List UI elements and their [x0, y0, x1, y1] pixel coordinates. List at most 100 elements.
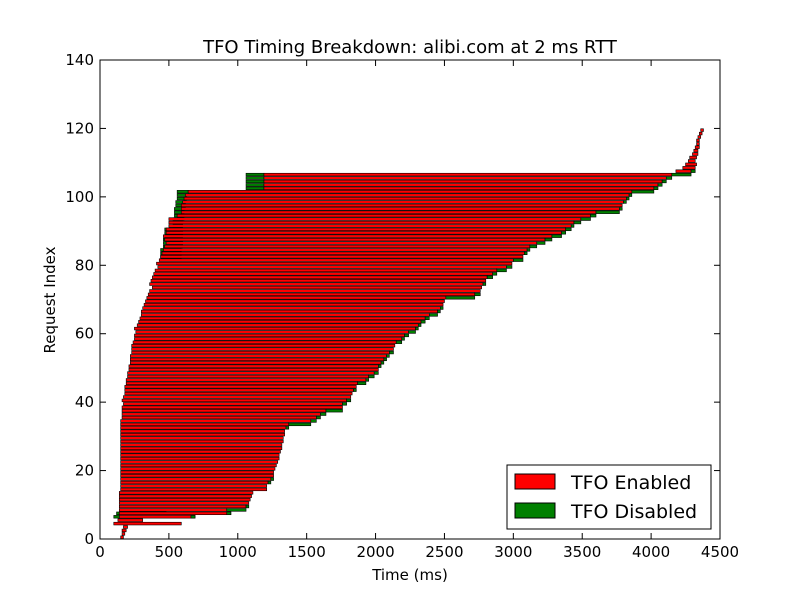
bar-tfo-disabled — [595, 210, 620, 214]
legend-label-tfo-disabled: TFO Disabled — [570, 501, 697, 523]
y-axis-label: Request Index — [41, 246, 59, 353]
y-tick-label: 0 — [84, 530, 94, 548]
bar-tfo-enabled — [118, 497, 251, 502]
x-tick-label: 500 — [155, 543, 184, 561]
bar-tfo-disabled — [440, 306, 444, 310]
x-axis: 0 500 1000 1500 2000 2500 3000 3500 4000 4500 — [95, 60, 739, 561]
bar-tfo-disabled — [417, 323, 422, 327]
bar-tfo-enabled — [164, 237, 546, 242]
bar-tfo-enabled — [165, 231, 562, 235]
bar-tfo-enabled — [120, 436, 284, 440]
bar-tfo-disabled — [245, 176, 265, 180]
bar-tfo-enabled — [700, 128, 704, 132]
bar-tfo-enabled — [120, 480, 269, 485]
y-tick-label: 20 — [75, 462, 94, 480]
bar-tfo-enabled — [134, 326, 416, 331]
x-tick-label: 0 — [95, 543, 105, 561]
bar-tfo-disabled — [316, 415, 321, 420]
bar-tfo-enabled — [164, 244, 531, 249]
y-tick-label: 100 — [65, 188, 94, 206]
bar-tfo-disabled — [353, 388, 357, 392]
bar-tfo-enabled — [263, 183, 659, 187]
bar-tfo-enabled — [124, 388, 354, 392]
bar-tfo-enabled — [180, 210, 597, 214]
bar-tfo-enabled — [123, 402, 343, 406]
bar-tfo-disabled — [661, 179, 667, 184]
bar-tfo-enabled — [120, 460, 279, 464]
bar-tfo-enabled — [136, 323, 419, 327]
x-tick-label: 4500 — [701, 543, 739, 561]
bar-tfo-disabled — [113, 515, 120, 519]
bar-tfo-enabled — [120, 432, 285, 437]
bar-tfo-enabled — [187, 190, 633, 194]
bar-tfo-disabled — [653, 186, 659, 190]
bar-tfo-enabled — [149, 282, 484, 286]
bar-tfo-enabled — [152, 275, 488, 279]
bar-tfo-enabled — [118, 511, 232, 516]
bar-tfo-disabled — [357, 381, 367, 385]
bar-tfo-enabled — [163, 248, 528, 252]
bar-tfo-disabled — [570, 224, 575, 228]
plot-area — [99, 59, 721, 540]
bar-tfo-disabled — [536, 241, 546, 245]
bar-tfo-enabled — [161, 251, 525, 255]
bar-tfo-enabled — [118, 504, 247, 509]
bar-tfo-enabled — [263, 179, 663, 184]
bar-tfo-enabled — [142, 306, 441, 310]
bars-layer — [113, 128, 704, 539]
bar-tfo-disabled — [190, 515, 196, 519]
bar-tfo-disabled — [526, 248, 531, 252]
bar-tfo-enabled — [130, 361, 382, 365]
bar-tfo-enabled — [165, 241, 538, 245]
bar-tfo-enabled — [694, 145, 700, 149]
bar-tfo-disabled — [474, 292, 481, 297]
bar-tfo-disabled — [551, 234, 562, 238]
x-tick-label: 3500 — [563, 543, 601, 561]
bar-tfo-enabled — [118, 515, 196, 519]
bar-tfo-disabled — [506, 265, 513, 269]
bar-tfo-enabled — [165, 227, 566, 232]
bar-tfo-enabled — [124, 385, 357, 389]
bar-tfo-enabled — [120, 474, 274, 478]
bar-tfo-enabled — [123, 395, 352, 399]
bar-tfo-enabled — [693, 148, 699, 153]
chart-title: TFO Timing Breakdown: alibi.com at 2 ms … — [202, 37, 618, 58]
bar-tfo-enabled — [675, 169, 692, 173]
bar-tfo-enabled — [125, 381, 358, 385]
bar-tfo-enabled — [692, 152, 699, 156]
bar-tfo-disabled — [226, 511, 232, 516]
legend-label-tfo-enabled: TFO Enabled — [570, 472, 691, 494]
bar-tfo-enabled — [185, 193, 630, 197]
bar-tfo-enabled — [263, 186, 655, 190]
bar-tfo-disabled — [310, 419, 317, 423]
bar-tfo-disabled — [401, 337, 405, 341]
bar-tfo-disabled — [665, 176, 673, 180]
bar-tfo-enabled — [146, 296, 447, 300]
bar-tfo-enabled — [120, 487, 268, 492]
bar-tfo-enabled — [121, 532, 126, 536]
bar-tfo-enabled — [143, 302, 444, 307]
bar-tfo-enabled — [121, 405, 343, 409]
bar-tfo-enabled — [127, 371, 375, 375]
bar-tfo-enabled — [168, 224, 572, 228]
bar-tfo-enabled — [120, 443, 283, 447]
x-axis-label: Time (ms) — [371, 566, 448, 584]
bar-tfo-disabled — [245, 186, 265, 190]
x-tick-label: 1000 — [219, 543, 257, 561]
bar-tfo-enabled — [128, 367, 379, 372]
bar-tfo-enabled — [180, 207, 620, 211]
bar-tfo-enabled — [685, 162, 697, 167]
bar-tfo-enabled — [121, 528, 127, 533]
bar-tfo-enabled — [682, 166, 696, 170]
bar-tfo-enabled — [168, 217, 582, 221]
bar-tfo-enabled — [120, 463, 277, 468]
bar-tfo-disabled — [288, 422, 312, 427]
bar-tfo-disabled — [573, 220, 582, 225]
bar-tfo-enabled — [120, 439, 284, 444]
bar-tfo-disabled — [395, 340, 403, 344]
bar-tfo-enabled — [118, 501, 250, 505]
bar-tfo-enabled — [131, 347, 394, 351]
bar-tfo-enabled — [120, 446, 283, 451]
bar-tfo-disabled — [690, 169, 696, 173]
